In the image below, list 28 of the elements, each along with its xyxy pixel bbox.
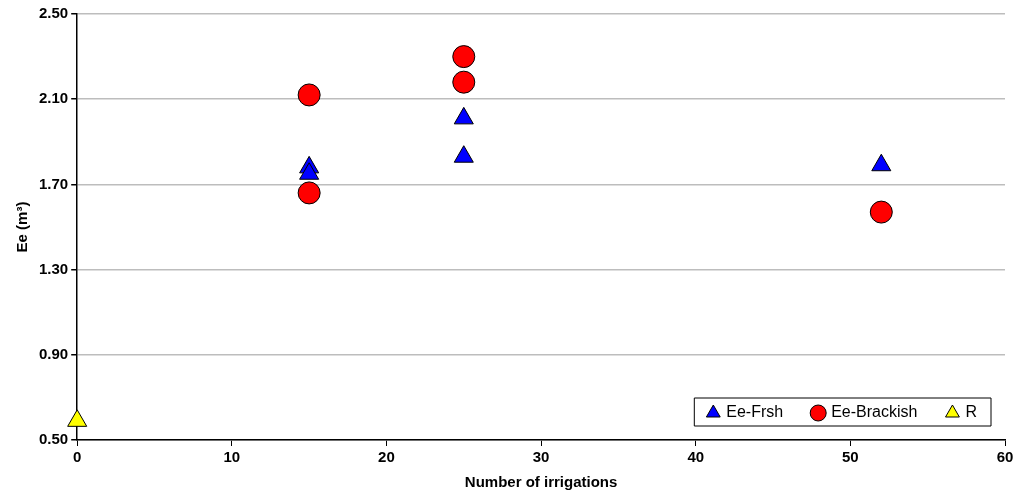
legend-label: R	[965, 403, 978, 421]
x-tick-label: 50	[842, 448, 859, 466]
x-tick-label: 60	[996, 448, 1014, 466]
legend-label: Ee-Frsh	[726, 403, 784, 421]
x-tick-label: 20	[378, 448, 395, 466]
y-tick-label: 0.50	[38, 430, 69, 448]
point	[67, 409, 88, 427]
point	[869, 200, 893, 224]
y-tick-label: 2.10	[38, 89, 69, 107]
legend-label: Ee-Brackish	[831, 403, 918, 421]
x-tick-label: 30	[532, 448, 550, 466]
point	[297, 83, 321, 107]
point	[453, 106, 474, 125]
x-tick-label: 10	[223, 448, 241, 466]
point	[452, 45, 476, 69]
x-tick-label: 40	[687, 448, 705, 466]
point	[453, 145, 474, 163]
x-axis-title: Number of irrigations	[464, 473, 618, 491]
y-tick-label: 1.70	[38, 174, 69, 192]
y-tick-label: 0.90	[38, 344, 69, 362]
point	[299, 162, 320, 180]
y-tick-label: 1.30	[38, 259, 69, 277]
y-axis-title: Ee (m³)	[13, 201, 31, 253]
y-tick-label: 2.50	[38, 4, 69, 22]
point	[452, 70, 476, 94]
point	[297, 181, 321, 205]
x-tick-label: 0	[73, 448, 82, 466]
point	[871, 153, 892, 172]
